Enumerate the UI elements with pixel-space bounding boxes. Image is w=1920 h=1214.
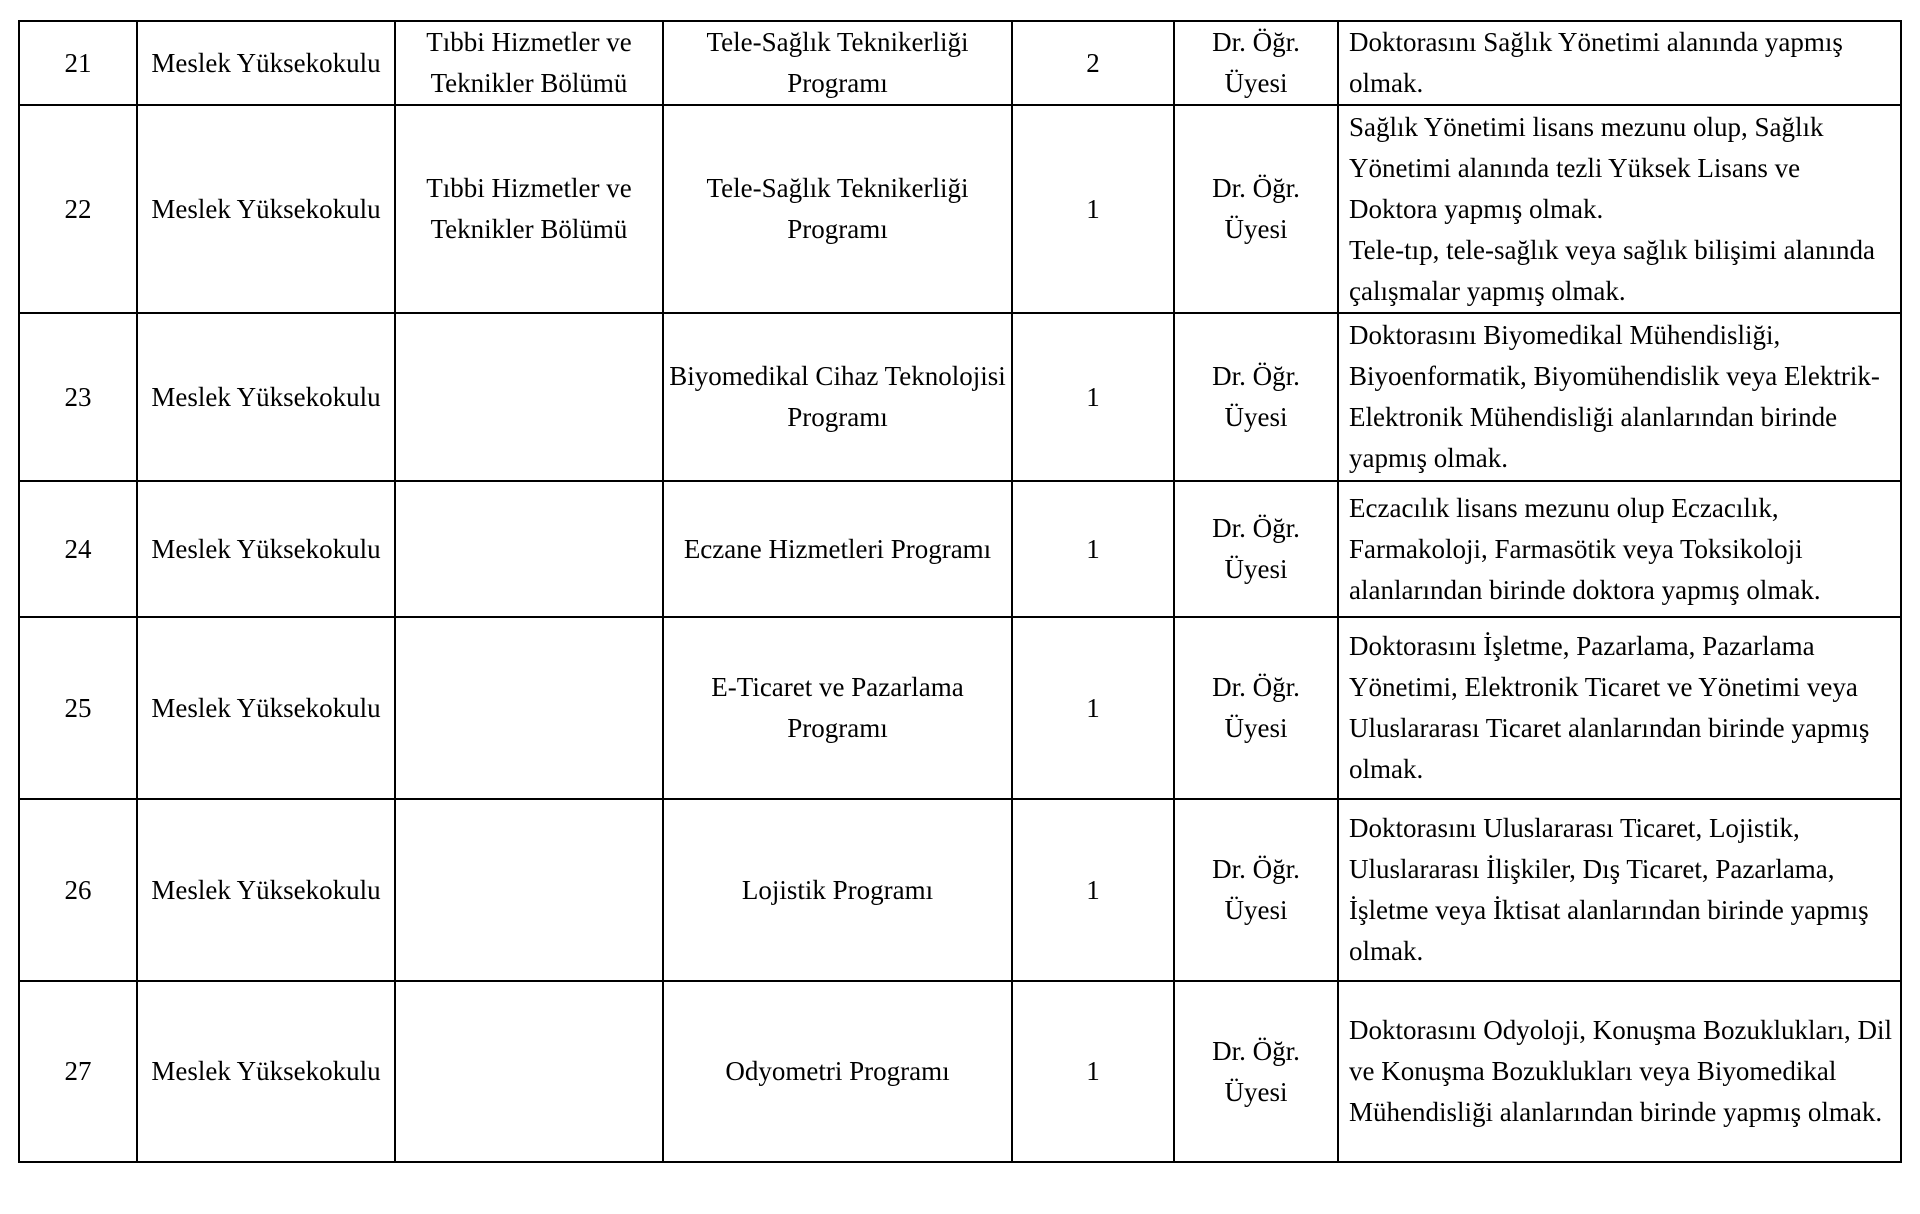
requirement-cell: Doktorasını Biyomedikal Mühendisliği, Bi… [1337, 312, 1902, 482]
title-cell: Dr. Öğr. Üyesi [1173, 312, 1339, 482]
program-cell: Eczane Hizmetleri Programı [662, 480, 1013, 618]
department-cell: Tıbbi Hizmetler ve Teknikler Bölümü [394, 104, 664, 314]
table-row: 21 Meslek Yüksekokulu Tıbbi Hizmetler ve T… [18, 20, 1902, 106]
unit-cell: Meslek Yüksekokulu [136, 104, 396, 314]
department-cell [394, 798, 664, 982]
title-cell: Dr. Öğr. Üyesi [1173, 980, 1339, 1163]
positions-table: 21 Meslek Yüksekokulu Tıbbi Hizmetler ve T… [18, 20, 1902, 1163]
title-cell: Dr. Öğr. Üyesi [1173, 616, 1339, 800]
row-number: 21 [18, 20, 138, 106]
unit-cell: Meslek Yüksekokulu [136, 798, 396, 982]
count-cell: 1 [1011, 104, 1175, 314]
title-cell: Dr. Öğr. Üyesi [1173, 104, 1339, 314]
count-cell: 1 [1011, 616, 1175, 800]
program-cell: E-Ticaret ve Pazarlama Programı [662, 616, 1013, 800]
count-cell: 2 [1011, 20, 1175, 106]
row-number: 26 [18, 798, 138, 982]
table-row: 22 Meslek Yüksekokulu Tıbbi Hizmetler ve T… [18, 104, 1902, 314]
title-cell: Dr. Öğr. Üyesi [1173, 798, 1339, 982]
table-row: 25 Meslek Yüksekokulu E-Ticaret ve Pazarla… [18, 616, 1902, 800]
requirement-cell: Doktorasını Uluslararası Ticaret, Lojist… [1337, 798, 1902, 982]
unit-cell: Meslek Yüksekokulu [136, 980, 396, 1163]
program-cell: Tele-Sağlık Teknikerliği Programı [662, 20, 1013, 106]
requirement-cell: Doktorasını Sağlık Yönetimi alanında yap… [1337, 20, 1902, 106]
title-cell: Dr. Öğr. Üyesi [1173, 480, 1339, 618]
unit-cell: Meslek Yüksekokulu [136, 312, 396, 482]
department-cell [394, 480, 664, 618]
requirement-cell: Sağlık Yönetimi lisans mezunu olup, Sağl… [1337, 104, 1902, 314]
row-number: 23 [18, 312, 138, 482]
program-cell: Odyometri Programı [662, 980, 1013, 1163]
department-cell [394, 980, 664, 1163]
count-cell: 1 [1011, 480, 1175, 618]
row-number: 27 [18, 980, 138, 1163]
department-cell [394, 616, 664, 800]
row-number: 24 [18, 480, 138, 618]
program-cell: Tele-Sağlık Teknikerliği Programı [662, 104, 1013, 314]
row-number: 25 [18, 616, 138, 800]
count-cell: 1 [1011, 798, 1175, 982]
table-row: 24 Meslek Yüksekokulu Eczane Hizmetleri Pr… [18, 480, 1902, 618]
table-row: 26 Meslek Yüksekokulu Lojistik Programı 1 Dr… [18, 798, 1902, 982]
unit-cell: Meslek Yüksekokulu [136, 480, 396, 618]
department-cell: Tıbbi Hizmetler ve Teknikler Bölümü [394, 20, 664, 106]
table-row: 23 Meslek Yüksekokulu Biyomedikal Cihaz Te… [18, 312, 1902, 482]
count-cell: 1 [1011, 312, 1175, 482]
department-cell [394, 312, 664, 482]
table-row: 27 Meslek Yüksekokulu Odyometri Programı 1 D… [18, 980, 1902, 1163]
requirement-cell: Doktorasını Odyoloji, Konuşma Bozuklukla… [1337, 980, 1902, 1163]
requirement-cell: Doktorasını İşletme, Pazarlama, Pazarlam… [1337, 616, 1902, 800]
program-cell: Lojistik Programı [662, 798, 1013, 982]
row-number: 22 [18, 104, 138, 314]
count-cell: 1 [1011, 980, 1175, 1163]
requirement-cell: Eczacılık lisans mezunu olup Eczacılık, … [1337, 480, 1902, 618]
program-cell: Biyomedikal Cihaz Teknolojisi Programı [662, 312, 1013, 482]
title-cell: Dr. Öğr. Üyesi [1173, 20, 1339, 106]
unit-cell: Meslek Yüksekokulu [136, 616, 396, 800]
unit-cell: Meslek Yüksekokulu [136, 20, 396, 106]
